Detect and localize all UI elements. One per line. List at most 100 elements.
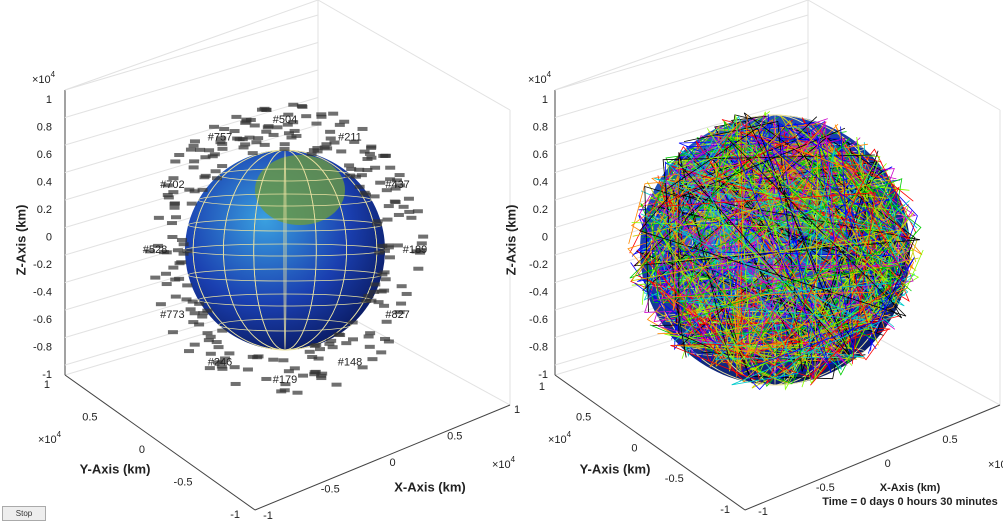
satellite-label: #827 bbox=[385, 309, 409, 321]
axis-line bbox=[64, 0, 319, 91]
orbit-track bbox=[766, 148, 906, 384]
satellite bbox=[362, 168, 373, 173]
orbit-track bbox=[638, 193, 829, 365]
satellite bbox=[189, 342, 200, 347]
y-tick-label: -1 bbox=[230, 509, 240, 521]
satellite bbox=[314, 347, 325, 352]
satellite bbox=[167, 330, 178, 335]
orbit-track bbox=[701, 148, 851, 361]
satellite bbox=[168, 190, 179, 195]
exponent: 4 bbox=[57, 430, 62, 439]
satellite bbox=[279, 142, 290, 147]
satellite bbox=[215, 140, 226, 145]
satellite bbox=[312, 146, 323, 151]
satellite bbox=[259, 142, 270, 147]
grid-line bbox=[64, 14, 319, 91]
satellite bbox=[242, 367, 253, 372]
satellite bbox=[350, 174, 361, 179]
orbit-track bbox=[640, 141, 905, 359]
orbit-track bbox=[653, 206, 875, 377]
satellite bbox=[229, 129, 240, 134]
satellite bbox=[354, 184, 365, 189]
satellite bbox=[145, 249, 156, 254]
stop-button[interactable]: Stop bbox=[2, 506, 46, 521]
orbit-track bbox=[652, 176, 905, 301]
satellite bbox=[411, 249, 422, 254]
z-tick-label: 0.8 bbox=[533, 121, 548, 133]
orbit-track bbox=[628, 164, 860, 361]
x-tick-label: 0 bbox=[389, 457, 395, 469]
satellite bbox=[167, 234, 178, 239]
y-tick-label: 0.5 bbox=[82, 411, 97, 423]
z-exponent: ×104 bbox=[32, 70, 56, 86]
orbit-track bbox=[771, 118, 913, 375]
y-axis-label: Y-Axis (km) bbox=[80, 461, 151, 476]
x-exponent: ×10 bbox=[988, 459, 1003, 471]
satellite bbox=[229, 365, 240, 370]
satellite bbox=[328, 111, 339, 116]
z-tick-label: 0 bbox=[542, 231, 548, 243]
satellite bbox=[357, 126, 368, 131]
satellite bbox=[347, 320, 358, 325]
satellite bbox=[279, 147, 290, 152]
satellite bbox=[162, 183, 173, 188]
satellite bbox=[194, 301, 205, 306]
orbit-track bbox=[659, 146, 918, 278]
satellite bbox=[367, 357, 378, 362]
exponent: 4 bbox=[51, 70, 56, 79]
satellite bbox=[373, 300, 384, 305]
satellite bbox=[378, 153, 389, 158]
exponent: 4 bbox=[567, 430, 572, 439]
satellite bbox=[204, 148, 215, 153]
satellite bbox=[171, 215, 182, 220]
x-axis-label: X-Axis (km) bbox=[394, 479, 466, 494]
satellite bbox=[224, 351, 235, 356]
x-tick-label: 0.5 bbox=[942, 434, 957, 446]
grid-line bbox=[64, 97, 319, 173]
satellite bbox=[211, 176, 222, 181]
satellite bbox=[185, 147, 196, 152]
satellite bbox=[189, 189, 200, 194]
satellite bbox=[416, 241, 427, 246]
z-tick-label: -0.2 bbox=[529, 259, 548, 271]
satellite bbox=[217, 366, 228, 371]
satellite bbox=[359, 190, 370, 195]
orbit-track bbox=[654, 178, 900, 266]
satellite bbox=[327, 345, 338, 350]
satellite bbox=[166, 221, 177, 226]
orbit-track bbox=[660, 120, 890, 298]
satellite bbox=[395, 183, 406, 188]
parallel bbox=[218, 318, 352, 332]
z-tick-label: -1 bbox=[538, 369, 548, 381]
satellite bbox=[170, 159, 181, 164]
y-exponent: ×104 bbox=[38, 430, 62, 446]
satellite-label: #211 bbox=[338, 131, 362, 143]
satellite bbox=[325, 136, 336, 141]
satellite bbox=[251, 140, 262, 145]
satellite bbox=[153, 243, 164, 248]
satellite bbox=[282, 122, 293, 127]
x-axis-label: X-Axis (km) bbox=[880, 482, 941, 494]
grid-line bbox=[554, 69, 809, 146]
grid-line bbox=[554, 14, 809, 91]
satellite bbox=[153, 215, 164, 220]
satellite-label: #757 bbox=[208, 131, 232, 143]
satellite bbox=[376, 289, 387, 294]
satellite bbox=[237, 137, 248, 142]
satellite bbox=[347, 337, 358, 342]
satellite bbox=[161, 282, 172, 287]
satellite bbox=[390, 200, 401, 205]
satellite bbox=[162, 192, 173, 197]
satellite bbox=[317, 371, 328, 376]
satellite bbox=[185, 307, 196, 312]
satellite bbox=[334, 122, 345, 127]
satellite bbox=[249, 123, 260, 128]
satellite bbox=[398, 204, 409, 209]
satellite-label: #702 bbox=[160, 179, 184, 191]
satellite bbox=[381, 188, 392, 193]
satellite bbox=[374, 250, 385, 255]
orbit-track bbox=[688, 136, 899, 325]
satellite-label: #528 bbox=[143, 244, 167, 256]
satellite bbox=[217, 328, 228, 333]
